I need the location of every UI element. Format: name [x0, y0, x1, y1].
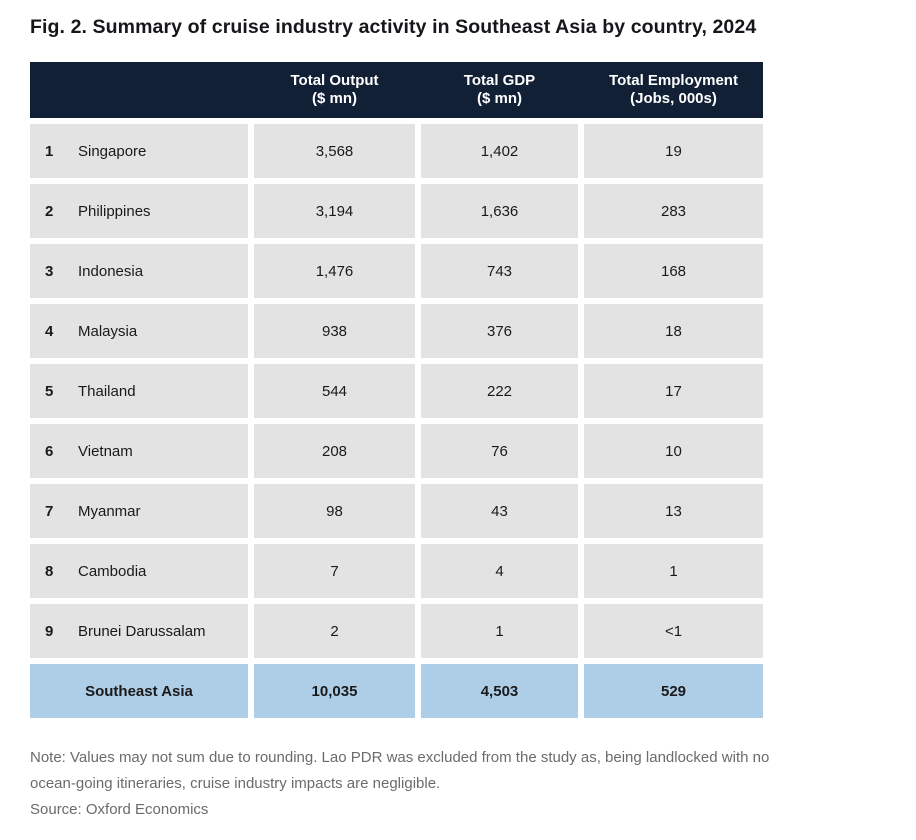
- table-header-row: Total Output ($ mn) Total GDP ($ mn) Tot…: [30, 62, 763, 118]
- gdp-value: 43: [421, 484, 578, 538]
- gdp-value: 743: [421, 244, 578, 298]
- rank-label: 8: [45, 562, 54, 580]
- country-label: Brunei Darussalam: [78, 622, 206, 640]
- country-label: Vietnam: [78, 442, 133, 460]
- country-cell: 6 Vietnam: [30, 424, 248, 478]
- country-cell: 5 Thailand: [30, 364, 248, 418]
- output-value: 3,194: [254, 184, 415, 238]
- header-total-gdp-line2: ($ mn): [477, 90, 522, 107]
- employment-value: 19: [584, 124, 763, 178]
- country-label: Myanmar: [78, 502, 141, 520]
- country-label: Indonesia: [78, 262, 144, 280]
- header-total-output-line2: ($ mn): [312, 90, 357, 107]
- table-note: Note: Values may not sum due to rounding…: [30, 749, 770, 792]
- gdp-value: 1,402: [421, 124, 578, 178]
- rank-label: 2: [45, 202, 54, 220]
- header-total-employment-line1: Total Employment: [609, 72, 738, 89]
- country-cell: 7 Myanmar: [30, 484, 248, 538]
- header-cell-total-gdp: Total GDP ($ mn): [421, 72, 578, 108]
- output-value: 2: [254, 604, 415, 658]
- header-cell-total-employment: Total Employment (Jobs, 000s): [584, 72, 763, 108]
- employment-value: 1: [584, 544, 763, 598]
- header-cell-total-output: Total Output ($ mn): [254, 72, 415, 108]
- gdp-value: 4: [421, 544, 578, 598]
- header-total-employment-line2: (Jobs, 000s): [630, 90, 717, 107]
- header-total-gdp-line1: Total GDP: [463, 72, 536, 89]
- employment-value: 168: [584, 244, 763, 298]
- rank-label: 3: [45, 262, 54, 280]
- rank-label: 6: [45, 442, 54, 460]
- gdp-value: 222: [421, 364, 578, 418]
- output-value: 544: [254, 364, 415, 418]
- country-label: Philippines: [78, 202, 151, 220]
- total-employment-value: 529: [584, 664, 763, 718]
- output-value: 7: [254, 544, 415, 598]
- country-label: Cambodia: [78, 562, 147, 580]
- country-cell: 2 Philippines: [30, 184, 248, 238]
- country-label: Thailand: [78, 382, 136, 400]
- output-value: 938: [254, 304, 415, 358]
- table-source: Source: Oxford Economics: [30, 801, 209, 818]
- output-value: 98: [254, 484, 415, 538]
- country-cell: 4 Malaysia: [30, 304, 248, 358]
- employment-value: 18: [584, 304, 763, 358]
- country-cell: 1 Singapore: [30, 124, 248, 178]
- total-label-cell: Southeast Asia: [30, 664, 248, 718]
- rank-label: 7: [45, 502, 54, 520]
- output-value: 3,568: [254, 124, 415, 178]
- rank-label: 9: [45, 622, 54, 640]
- country-cell: 3 Indonesia: [30, 244, 248, 298]
- rank-label: 5: [45, 382, 54, 400]
- gdp-value: 1,636: [421, 184, 578, 238]
- total-gdp-value: 4,503: [421, 664, 578, 718]
- output-value: 208: [254, 424, 415, 478]
- figure-title: Fig. 2. Summary of cruise industry activ…: [30, 16, 757, 38]
- employment-value: 10: [584, 424, 763, 478]
- rank-label: 1: [45, 142, 54, 160]
- employment-value: 13: [584, 484, 763, 538]
- country-cell: 9 Brunei Darussalam: [30, 604, 248, 658]
- table-body: 1 Singapore 3,568 1,402 19 2 Philippines…: [30, 124, 763, 658]
- country-cell: 8 Cambodia: [30, 544, 248, 598]
- employment-value: 17: [584, 364, 763, 418]
- summary-table: Total Output ($ mn) Total GDP ($ mn) Tot…: [30, 62, 763, 718]
- total-output-value: 10,035: [254, 664, 415, 718]
- rank-label: 4: [45, 322, 54, 340]
- gdp-value: 76: [421, 424, 578, 478]
- employment-value: 283: [584, 184, 763, 238]
- output-value: 1,476: [254, 244, 415, 298]
- gdp-value: 1: [421, 604, 578, 658]
- table-total-row: Southeast Asia 10,035 4,503 529: [30, 664, 763, 718]
- header-total-output-line1: Total Output: [290, 72, 379, 89]
- country-label: Singapore: [78, 142, 147, 160]
- country-label: Malaysia: [78, 322, 138, 340]
- employment-value: <1: [584, 604, 763, 658]
- gdp-value: 376: [421, 304, 578, 358]
